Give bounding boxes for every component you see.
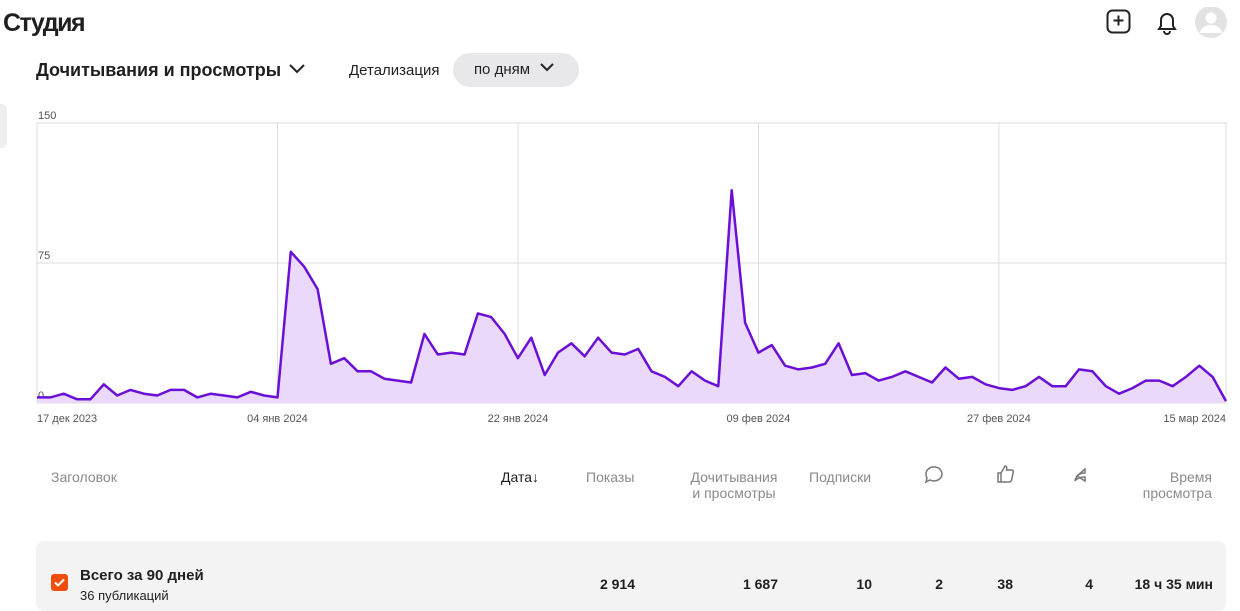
shares-icon[interactable] [1074, 467, 1086, 483]
y-tick-label: 75 [38, 250, 50, 262]
total-subscriptions: 10 [856, 576, 872, 592]
add-button[interactable] [1106, 9, 1131, 34]
col-subscriptions[interactable]: Подписки [809, 469, 872, 485]
col-date[interactable]: Дата↓ [501, 469, 539, 485]
col-time-1: Время [1169, 469, 1212, 485]
metric-dropdown[interactable]: Дочитывания и просмотры [36, 60, 309, 81]
side-tab[interactable] [0, 104, 7, 148]
col-icons [924, 465, 1086, 484]
detail-dropdown[interactable]: по дням [453, 53, 579, 87]
total-impressions: 2 914 [599, 576, 635, 592]
area-fill [37, 190, 1226, 403]
y-tick-label: 0 [38, 390, 44, 402]
x-tick-label: 15 мар 2024 [1163, 413, 1226, 425]
avatar[interactable] [1195, 7, 1227, 38]
sort-arrow: ↓ [532, 469, 540, 485]
total-subtitle: 36 публикаций [80, 588, 169, 603]
col-reads[interactable]: Дочитывания и просмотры [674, 469, 794, 501]
x-tick-label: 17 дек 2023 [37, 413, 97, 425]
chart: 0 75 150 17 дек 2023 04 янв 2024 22 янв 2024 0… [36, 110, 1228, 425]
col-title[interactable]: Заголовок [51, 469, 117, 485]
chevron [540, 63, 554, 72]
total-shares: 4 [1085, 576, 1093, 592]
x-tick-label: 27 фев 2024 [967, 413, 1031, 425]
col-reads-2: и просмотры [692, 485, 776, 501]
y-tick-label: 150 [38, 110, 56, 122]
comments-icon[interactable] [924, 466, 943, 484]
chevron [289, 64, 305, 74]
notifications-button[interactable] [1157, 13, 1177, 35]
col-time[interactable]: Время просмотра [1092, 469, 1212, 501]
check [54, 578, 65, 587]
likes-icon[interactable] [997, 465, 1015, 483]
x-tick-label: 22 янв 2024 [488, 413, 549, 425]
total-comments: 2 [935, 576, 943, 592]
detail-label: Детализация [349, 62, 440, 79]
total-title: Всего за 90 дней [80, 567, 204, 584]
col-time-2: просмотра [1142, 485, 1212, 501]
detail-value: по дням [473, 61, 531, 78]
col-reads-1: Дочитывания [690, 469, 778, 485]
total-reads: 1 687 [742, 576, 778, 592]
col-impressions[interactable]: Показы [586, 469, 635, 485]
checkbox[interactable] [51, 574, 68, 591]
app-title: Студия [3, 9, 86, 37]
toolbar-icons [1106, 7, 1227, 38]
total-time: 18 ч 35 мин [1134, 576, 1213, 592]
col-date-label: Дата [501, 469, 533, 485]
data-line [37, 188, 1228, 402]
metric-label: Дочитывания и просмотры [36, 60, 282, 80]
total-row: Всего за 90 дней 36 публикаций 2 914 1 6… [36, 541, 1226, 611]
total-likes: 38 [997, 576, 1013, 592]
x-tick-label: 09 фев 2024 [726, 413, 790, 425]
x-tick-label: 04 янв 2024 [247, 413, 308, 425]
